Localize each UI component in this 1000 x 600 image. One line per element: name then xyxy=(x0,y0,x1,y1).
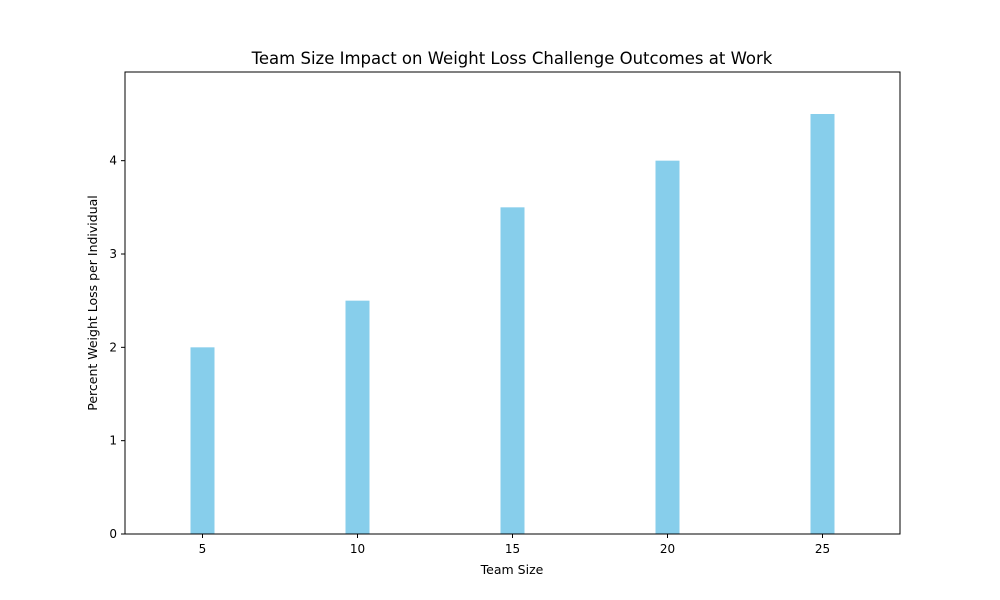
bar-15 xyxy=(500,207,525,535)
y-tick-label: 3 xyxy=(109,247,117,261)
bar-20 xyxy=(655,160,680,534)
y-tick-label: 1 xyxy=(109,434,117,448)
bars xyxy=(190,114,835,535)
y-tick-label: 2 xyxy=(109,340,117,354)
x-tick-label: 5 xyxy=(199,542,207,556)
x-tick-label: 20 xyxy=(660,542,675,556)
x-tick-label: 25 xyxy=(815,542,830,556)
bar-5 xyxy=(190,347,215,534)
x-axis-label: Team Size xyxy=(480,562,544,577)
y-axis: 0 1 2 3 4 xyxy=(109,154,125,541)
bar-25 xyxy=(810,114,835,534)
bar-10 xyxy=(345,300,370,534)
y-tick-label: 0 xyxy=(109,527,117,541)
y-tick-label: 4 xyxy=(109,154,117,168)
chart-title: Team Size Impact on Weight Loss Challeng… xyxy=(251,49,773,68)
x-tick-label: 15 xyxy=(505,542,520,556)
x-axis: 5 10 15 20 25 xyxy=(199,534,830,556)
x-tick-label: 10 xyxy=(350,542,365,556)
y-axis-label: Percent Weight Loss per Individual xyxy=(85,195,100,411)
